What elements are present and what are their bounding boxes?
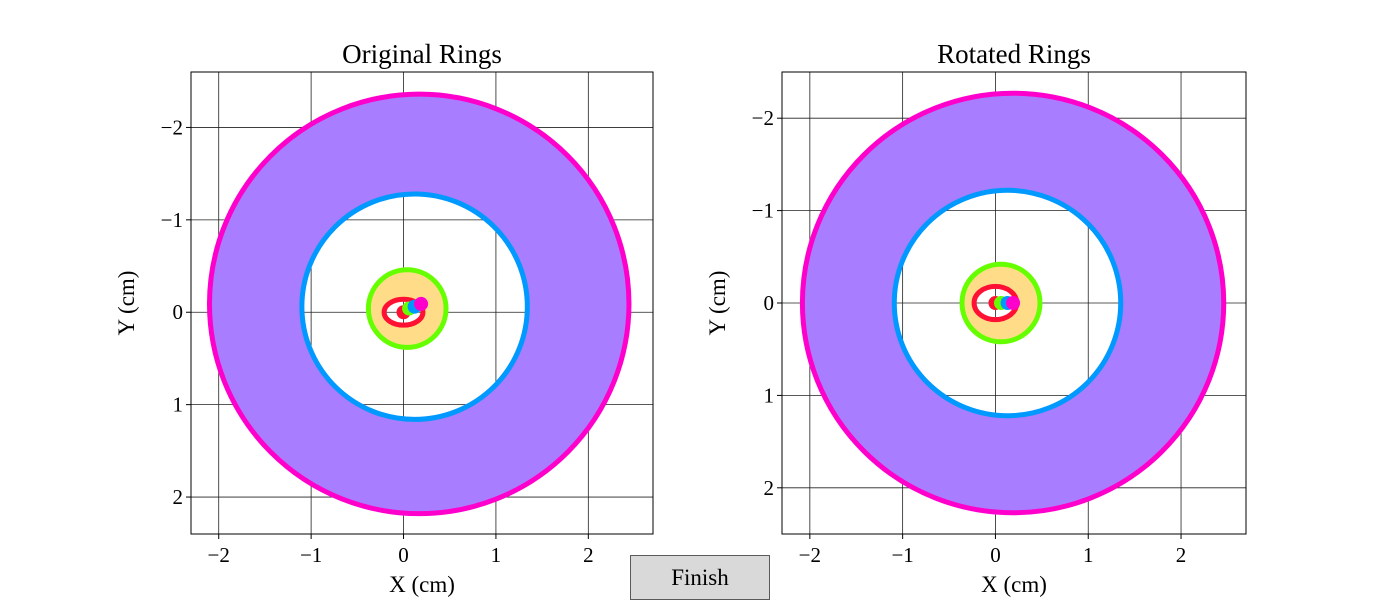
center-point-4 <box>414 296 429 311</box>
y-tick-label: −1 <box>752 199 774 223</box>
x-axis-label: X (cm) <box>981 572 1047 597</box>
x-tick-label: −2 <box>208 543 230 567</box>
ring-band-1 <box>802 93 1224 513</box>
x-tick-label: −2 <box>799 543 821 567</box>
finish-button[interactable]: Finish <box>630 555 770 600</box>
ring-2-outer-edge <box>959 261 1043 345</box>
x-tick-label: 0 <box>990 543 1001 567</box>
y-tick-label: 0 <box>173 300 184 324</box>
x-axis-label: X (cm) <box>389 572 455 597</box>
ring-band-2 <box>368 269 447 348</box>
x-tick-label: 0 <box>398 543 409 567</box>
ring-1-outer-edge <box>206 91 632 517</box>
x-tick-label: −1 <box>891 543 913 567</box>
center-point-4 <box>1006 296 1021 310</box>
y-tick-label: 0 <box>764 291 775 315</box>
y-tick-label: −2 <box>752 106 774 130</box>
y-tick-label: 1 <box>173 393 184 417</box>
ring-2-inner-edge <box>381 296 426 328</box>
plot-area <box>799 90 1227 516</box>
y-tick-label: 2 <box>764 476 775 500</box>
ring-band-2 <box>962 264 1040 342</box>
ring-1-outer-edge <box>799 90 1227 516</box>
y-tick-label: 2 <box>173 485 184 509</box>
y-tick-label: −1 <box>161 208 183 232</box>
ring-2-outer-edge <box>365 267 449 350</box>
chart-panel-1: −2 −1 0 1 2 −2 −1 0 1 2 Original Rings X (cm) Y (cm) <box>114 39 654 597</box>
y-axis-label: Y (cm) <box>114 271 139 336</box>
chart-panel-2: −2 −1 0 1 2 −2 −1 0 1 2 Rotated Rings X (cm) Y (cm) <box>705 39 1247 597</box>
axes-frame <box>190 71 654 535</box>
chart-title: Rotated Rings <box>937 39 1091 69</box>
chart-title: Original Rings <box>342 39 502 69</box>
ring-1-inner-edge <box>891 187 1124 419</box>
y-tick-label: 1 <box>764 383 775 407</box>
ring-band-1 <box>209 94 629 514</box>
x-tick-label: 1 <box>1083 543 1094 567</box>
plot-area <box>206 91 632 517</box>
y-axis-label: Y (cm) <box>705 271 730 336</box>
x-tick-label: 2 <box>583 543 594 567</box>
x-tick-label: 1 <box>491 543 502 567</box>
y-tick-label: −2 <box>161 115 183 139</box>
x-tick-label: 2 <box>1176 543 1187 567</box>
ring-1-inner-edge <box>299 191 530 422</box>
x-tick-label: −1 <box>300 543 322 567</box>
